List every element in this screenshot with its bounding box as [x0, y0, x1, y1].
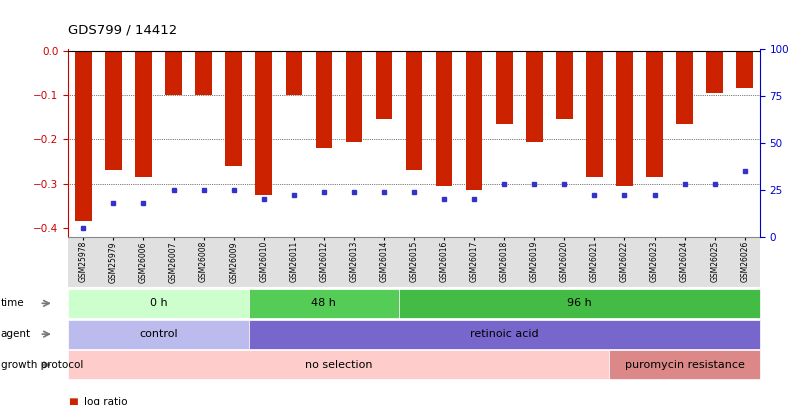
Bar: [165, 51, 181, 95]
Bar: [675, 51, 692, 124]
Bar: [406, 51, 422, 171]
Text: GDS799 / 14412: GDS799 / 14412: [68, 23, 177, 36]
Text: 96 h: 96 h: [566, 298, 591, 308]
Text: ■: ■: [68, 397, 78, 405]
Bar: [105, 51, 121, 171]
Text: log ratio: log ratio: [84, 397, 128, 405]
Bar: [75, 51, 92, 222]
Bar: [465, 51, 482, 190]
Bar: [495, 51, 512, 124]
Bar: [225, 51, 242, 166]
Text: 48 h: 48 h: [311, 298, 336, 308]
Bar: [316, 51, 332, 148]
Bar: [646, 51, 662, 177]
Bar: [556, 51, 572, 119]
Bar: [345, 51, 361, 142]
Bar: [255, 51, 271, 195]
Text: retinoic acid: retinoic acid: [469, 329, 538, 339]
Text: time: time: [1, 298, 24, 308]
Bar: [285, 51, 302, 95]
Bar: [615, 51, 632, 186]
Text: no selection: no selection: [305, 360, 372, 370]
Bar: [585, 51, 602, 177]
Text: growth protocol: growth protocol: [1, 360, 83, 370]
Text: puromycin resistance: puromycin resistance: [624, 360, 744, 370]
Bar: [435, 51, 452, 186]
Bar: [736, 51, 752, 88]
Bar: [195, 51, 212, 95]
Text: control: control: [139, 329, 177, 339]
Bar: [706, 51, 722, 93]
Bar: [525, 51, 542, 142]
Text: 0 h: 0 h: [149, 298, 167, 308]
Text: agent: agent: [1, 329, 31, 339]
Bar: [135, 51, 152, 177]
Bar: [375, 51, 392, 119]
